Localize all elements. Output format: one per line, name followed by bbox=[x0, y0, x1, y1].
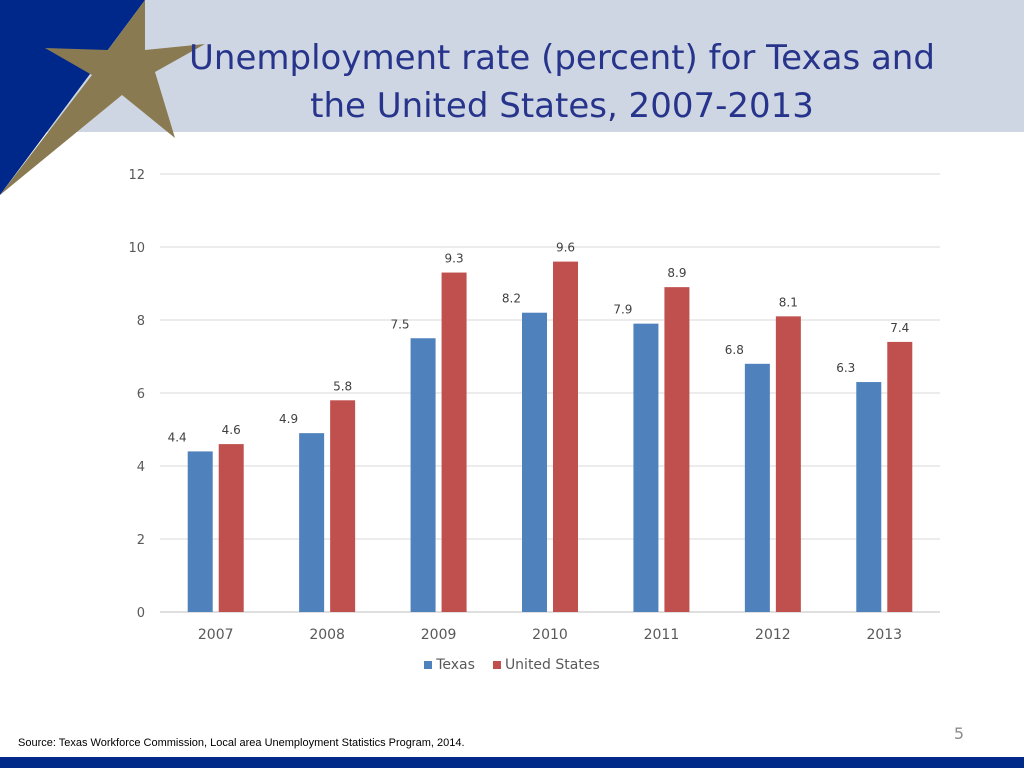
corner-blue-triangle bbox=[0, 0, 145, 195]
legend-item-united-states: United States bbox=[492, 657, 600, 673]
data-label-united-states-2011: 8.9 bbox=[667, 266, 686, 280]
y-tick-label-4: 4 bbox=[137, 460, 145, 475]
bar-united-states-2010 bbox=[553, 261, 578, 612]
bar-texas-2009 bbox=[410, 338, 436, 612]
corner-star-decoration bbox=[0, 0, 205, 195]
bar-texas-2007 bbox=[187, 451, 213, 612]
data-label-united-states-2007: 4.6 bbox=[222, 423, 241, 437]
data-label-united-states-2010: 9.6 bbox=[556, 241, 575, 255]
gridlines bbox=[160, 173, 940, 613]
footer-bar bbox=[0, 757, 1024, 768]
legend-swatch-united-states bbox=[492, 661, 501, 669]
slide-title: Unemployment rate (percent) for Texas an… bbox=[160, 34, 964, 130]
bar-texas-2010 bbox=[522, 312, 547, 612]
data-label-texas-2008: 4.9 bbox=[279, 412, 298, 426]
data-label-texas-2007: 4.4 bbox=[168, 430, 187, 444]
y-tick-label-0: 0 bbox=[137, 606, 145, 621]
x-tick-label-2011: 2011 bbox=[644, 627, 680, 643]
x-tick-label-2009: 2009 bbox=[421, 627, 457, 643]
y-tick-label-12: 12 bbox=[128, 168, 145, 183]
bar-united-states-2011 bbox=[664, 287, 690, 612]
x-tick-label-2013: 2013 bbox=[866, 627, 902, 643]
bar-united-states-2012 bbox=[775, 316, 801, 612]
data-label-texas-2009: 7.5 bbox=[390, 317, 409, 331]
bar-united-states-2009 bbox=[441, 272, 467, 612]
data-label-texas-2011: 7.9 bbox=[613, 303, 632, 317]
bar-united-states-2008 bbox=[330, 400, 356, 612]
source-note: Source: Texas Workforce Commission, Loca… bbox=[18, 737, 465, 749]
slide-number: 5 bbox=[953, 724, 965, 743]
header-band bbox=[0, 0, 1024, 132]
bar-texas-2011 bbox=[633, 323, 659, 612]
y-tick-label-8: 8 bbox=[137, 314, 145, 329]
y-tick-label-6: 6 bbox=[137, 387, 145, 402]
legend-label-united-states: United States bbox=[504, 657, 600, 673]
gold-star-icon bbox=[0, 0, 205, 195]
x-tick-label-2008: 2008 bbox=[309, 627, 345, 643]
y-axis-ticks: 0 2 4 6 8 10 12 bbox=[128, 168, 145, 621]
y-tick-label-2: 2 bbox=[137, 533, 145, 548]
bar-texas-2008 bbox=[299, 433, 325, 612]
x-axis-ticks: 2007 2008 2009 2010 2011 2012 2013 bbox=[198, 627, 902, 643]
y-tick-label-10: 10 bbox=[128, 241, 145, 256]
data-label-texas-2012: 6.8 bbox=[725, 343, 744, 357]
data-label-texas-2013: 6.3 bbox=[836, 361, 855, 375]
data-label-texas-2010: 8.2 bbox=[502, 292, 521, 306]
bar-texas-2013 bbox=[856, 382, 882, 612]
data-label-united-states-2012: 8.1 bbox=[779, 295, 798, 309]
slide-title-line-2: the United States, 2007-2013 bbox=[310, 86, 814, 126]
bar-united-states-2013 bbox=[887, 341, 913, 612]
legend-swatch-texas bbox=[424, 661, 433, 669]
legend-label-texas: Texas bbox=[436, 657, 475, 673]
x-tick-label-2007: 2007 bbox=[198, 627, 234, 643]
data-label-united-states-2009: 9.3 bbox=[445, 252, 464, 266]
x-tick-label-2010: 2010 bbox=[532, 627, 568, 643]
bars bbox=[187, 261, 913, 612]
legend-item-texas: Texas bbox=[424, 657, 475, 673]
data-labels: 4.4 4.6 4.9 5.8 7.5 9.3 8.2 9.6 7.9 8.9 6.8 8.1 6.3 7… bbox=[168, 241, 910, 445]
slide-title-line-1: Unemployment rate (percent) for Texas an… bbox=[189, 38, 935, 78]
unemployment-bar-chart: 0 2 4 6 8 10 12 4.4 4.6 4.9 5.8 7.5 9.3 8.2 9.6 7.9 8.9… bbox=[128, 168, 940, 643]
data-label-united-states-2008: 5.8 bbox=[333, 379, 352, 393]
data-label-united-states-2013: 7.4 bbox=[890, 321, 909, 335]
bar-united-states-2007 bbox=[218, 444, 244, 612]
chart-legend: Texas United States bbox=[0, 657, 1024, 673]
x-tick-label-2012: 2012 bbox=[755, 627, 791, 643]
bar-texas-2012 bbox=[744, 363, 770, 612]
